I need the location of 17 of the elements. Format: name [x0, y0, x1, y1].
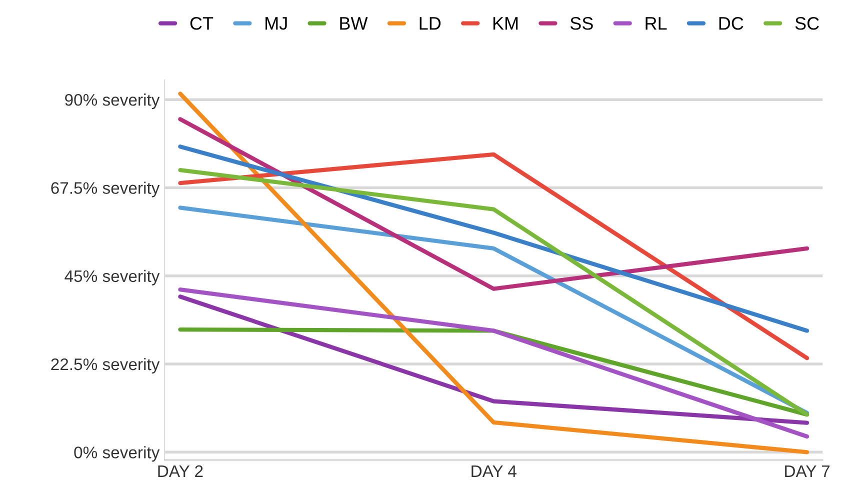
- x-tick-label: DAY 4: [472, 465, 516, 477]
- legend-label: DC: [719, 16, 744, 30]
- x-tick-label: DAY 7: [785, 465, 830, 477]
- legend-label: CT: [190, 16, 214, 30]
- legend-label: KM: [493, 17, 518, 30]
- legend-label: SC: [795, 16, 819, 30]
- y-tick-label: 0% severity: [74, 446, 160, 462]
- y-tick-label: 22.5% severity: [51, 358, 160, 374]
- x-tick-label: DAY 2: [158, 465, 203, 477]
- legend-label: BW: [340, 17, 368, 30]
- legend-label: MJ: [266, 17, 287, 30]
- y-tick-label: 45% severity: [64, 270, 160, 286]
- y-tick-label: 67.5% severity: [51, 182, 160, 198]
- y-tick-label: 90% severity: [65, 94, 160, 110]
- legend-label: RL: [646, 17, 667, 30]
- legend-label: LD: [420, 17, 441, 30]
- legend-label: SS: [570, 16, 593, 30]
